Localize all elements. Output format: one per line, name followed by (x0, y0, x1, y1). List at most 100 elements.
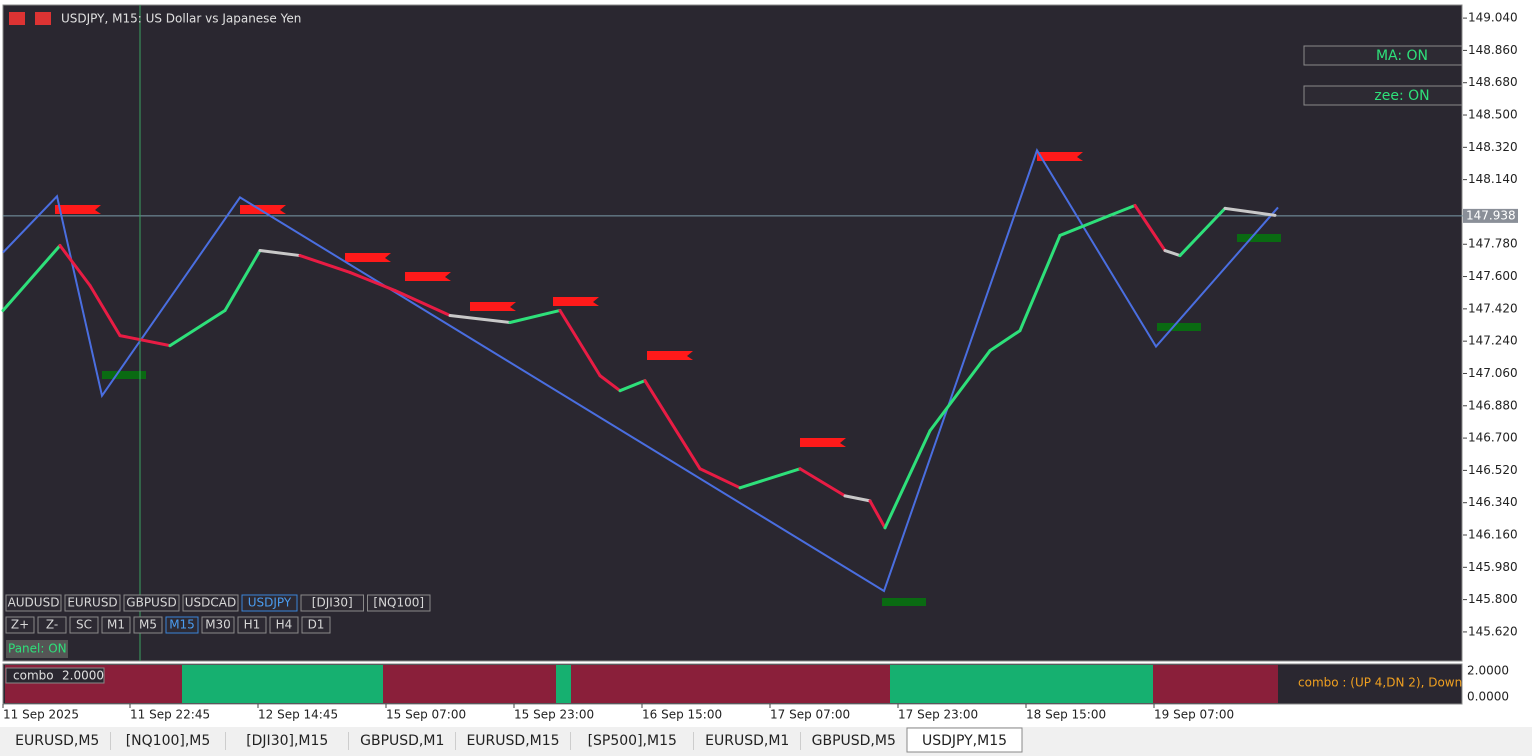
button-box[interactable] (165, 616, 199, 634)
button-box[interactable] (300, 594, 364, 612)
button-box[interactable] (269, 616, 299, 634)
button[interactable]: M30 (201, 616, 235, 634)
button-label[interactable]: GBPUSD (126, 596, 176, 610)
tab[interactable]: [SP500],M15 (570, 728, 695, 752)
button-box[interactable] (133, 616, 163, 634)
tab-box[interactable] (800, 728, 908, 752)
ma-segment (643, 379, 702, 471)
y-tick-label: 146.520 (1468, 463, 1518, 477)
indicator-name: combo (13, 669, 54, 683)
button[interactable]: M15 (165, 616, 199, 634)
tab-box[interactable] (694, 728, 801, 752)
button-label[interactable]: M15 (169, 618, 195, 632)
tab[interactable]: USDJPY,M15 (906, 727, 1023, 753)
button-box[interactable] (201, 616, 235, 634)
tab-box[interactable] (4, 728, 111, 752)
tab[interactable]: EURUSD,M5 (4, 728, 111, 752)
button[interactable]: Z- (37, 616, 67, 634)
button[interactable]: SC (69, 616, 99, 634)
zee-label[interactable]: zee: ON (1374, 88, 1429, 104)
tab-label[interactable]: EURUSD,M5 (15, 733, 99, 749)
tab-box[interactable] (570, 728, 695, 752)
button-box[interactable] (5, 616, 35, 634)
button-label[interactable]: [NQ100] (373, 596, 424, 610)
ma-segment (448, 314, 512, 325)
button-box[interactable] (123, 594, 180, 612)
button[interactable]: AUDUSD (5, 594, 62, 612)
tab-box[interactable] (110, 728, 226, 752)
ma-button[interactable]: MA: ON (1303, 45, 1463, 66)
button[interactable]: M1 (101, 616, 131, 634)
button-label[interactable]: USDJPY (248, 596, 292, 610)
button-label[interactable]: H4 (276, 618, 293, 632)
ma-segment (798, 467, 847, 498)
button[interactable]: EURUSD (64, 594, 121, 612)
x-tick-label: 17 Sep 23:00 (898, 708, 978, 722)
ma-segment (168, 308, 227, 348)
zee-button[interactable]: zee: ON (1303, 85, 1463, 106)
tab-label[interactable]: [DJI30],M15 (246, 733, 328, 749)
button-box[interactable] (241, 594, 298, 612)
x-tick-label: 17 Sep 07:00 (770, 708, 850, 722)
tab-label[interactable]: [NQ100],M5 (126, 733, 211, 749)
button-label[interactable]: Z+ (11, 618, 29, 632)
tab[interactable]: EURUSD,M1 (694, 728, 801, 752)
ma-segment (258, 249, 302, 258)
tab-label[interactable]: EURUSD,M1 (705, 733, 789, 749)
tab-box[interactable] (455, 728, 571, 752)
button[interactable]: USDCAD (182, 594, 239, 612)
button-label[interactable]: M1 (107, 618, 125, 632)
button-label[interactable]: EURUSD (67, 596, 117, 610)
button[interactable]: [DJI30] (300, 594, 364, 612)
button-box[interactable] (237, 616, 267, 634)
button-label[interactable]: SC (76, 618, 92, 632)
button-label[interactable]: Z- (46, 618, 58, 632)
x-tick-label: 12 Sep 14:45 (258, 708, 338, 722)
tab[interactable]: GBPUSD,M5 (800, 728, 908, 752)
sell-flag (55, 205, 101, 214)
button[interactable]: Z+ (5, 616, 35, 634)
button-box[interactable] (101, 616, 131, 634)
sell-flag (345, 253, 391, 262)
button-label[interactable]: USDCAD (185, 596, 236, 610)
tab-label[interactable]: EURUSD,M15 (466, 733, 559, 749)
ma-segment (988, 329, 1022, 353)
tab-box[interactable] (225, 728, 350, 752)
tab-label[interactable]: GBPUSD,M5 (812, 733, 896, 749)
tab-label[interactable]: [SP500],M15 (588, 733, 677, 749)
ma-label[interactable]: MA: ON (1376, 48, 1428, 64)
button-label[interactable]: M30 (205, 618, 231, 632)
button[interactable]: H4 (269, 616, 299, 634)
x-tick-label: 15 Sep 07:00 (386, 708, 466, 722)
button-label[interactable]: M5 (139, 618, 157, 632)
tab-box[interactable] (349, 728, 456, 752)
tab[interactable]: EURUSD,M15 (455, 728, 571, 752)
button-box[interactable] (64, 594, 121, 612)
button[interactable]: D1 (301, 616, 331, 634)
button[interactable]: [NQ100] (367, 594, 431, 612)
panel-button[interactable] (6, 640, 68, 658)
button-label[interactable]: [DJI30] (312, 596, 353, 610)
tab-label[interactable]: USDJPY,M15 (922, 733, 1007, 749)
tab[interactable]: [DJI30],M15 (225, 728, 350, 752)
button-box[interactable] (5, 594, 62, 612)
buy-flag (882, 598, 926, 606)
button[interactable]: GBPUSD (123, 594, 180, 612)
button-box[interactable] (301, 616, 331, 634)
button[interactable]: USDJPY (241, 594, 298, 612)
button-box[interactable] (367, 594, 431, 612)
button-label[interactable]: H1 (244, 618, 261, 632)
tab-label[interactable]: GBPUSD,M1 (360, 733, 444, 749)
tab[interactable]: GBPUSD,M1 (349, 728, 456, 752)
panel-label[interactable]: Panel: ON (8, 642, 67, 656)
button-label[interactable]: D1 (308, 618, 325, 632)
button-box[interactable] (182, 594, 239, 612)
button-box[interactable] (37, 616, 67, 634)
button[interactable]: H1 (237, 616, 267, 634)
tab-box[interactable] (906, 727, 1023, 753)
button-label[interactable]: AUDUSD (8, 596, 60, 610)
button[interactable]: M5 (133, 616, 163, 634)
tab[interactable]: [NQ100],M5 (110, 728, 226, 752)
button-box[interactable] (69, 616, 99, 634)
y-tick-label: 145.980 (1468, 560, 1518, 574)
